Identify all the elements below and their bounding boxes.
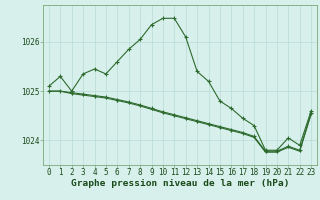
X-axis label: Graphe pression niveau de la mer (hPa): Graphe pression niveau de la mer (hPa)	[71, 179, 289, 188]
